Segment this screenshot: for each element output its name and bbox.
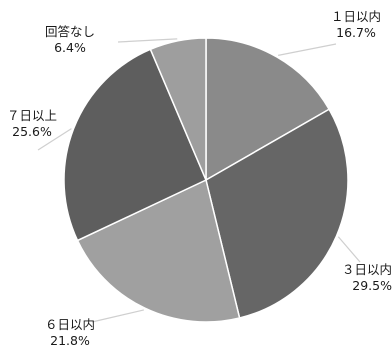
leader-line-4 xyxy=(117,38,178,43)
leader-line-1 xyxy=(337,236,361,263)
pie-slices xyxy=(63,37,349,323)
pie-slice-1 xyxy=(205,108,349,319)
slice-labels: １日以内 16.7% ３日以内 29.5% ６日以内 21.8% ７日以上 25… xyxy=(7,9,392,348)
leader-line-2 xyxy=(91,309,145,323)
slice-label-name-2: ６日以内 xyxy=(45,317,95,332)
slice-label-value-4: 6.4% xyxy=(54,40,86,55)
pie-slice-4 xyxy=(149,37,207,181)
slice-label-name-0: １日以内 xyxy=(331,9,381,24)
slice-label-value-0: 16.7% xyxy=(336,25,376,40)
slice-label-value-3: 25.6% xyxy=(12,124,52,139)
slice-label-name-1: ３日以内 xyxy=(342,262,392,277)
slice-label-value-1: 29.5% xyxy=(352,278,392,293)
pie-slice-0 xyxy=(205,37,331,182)
leader-line-0 xyxy=(278,43,337,56)
leader-line-3 xyxy=(37,128,72,151)
pie-slice-2 xyxy=(76,178,241,323)
slice-label-name-3: ７日以上 xyxy=(7,108,57,123)
slice-label-name-4: 回答なし xyxy=(45,24,95,39)
leader-lines xyxy=(37,38,361,323)
slice-label-value-2: 21.8% xyxy=(50,333,90,348)
